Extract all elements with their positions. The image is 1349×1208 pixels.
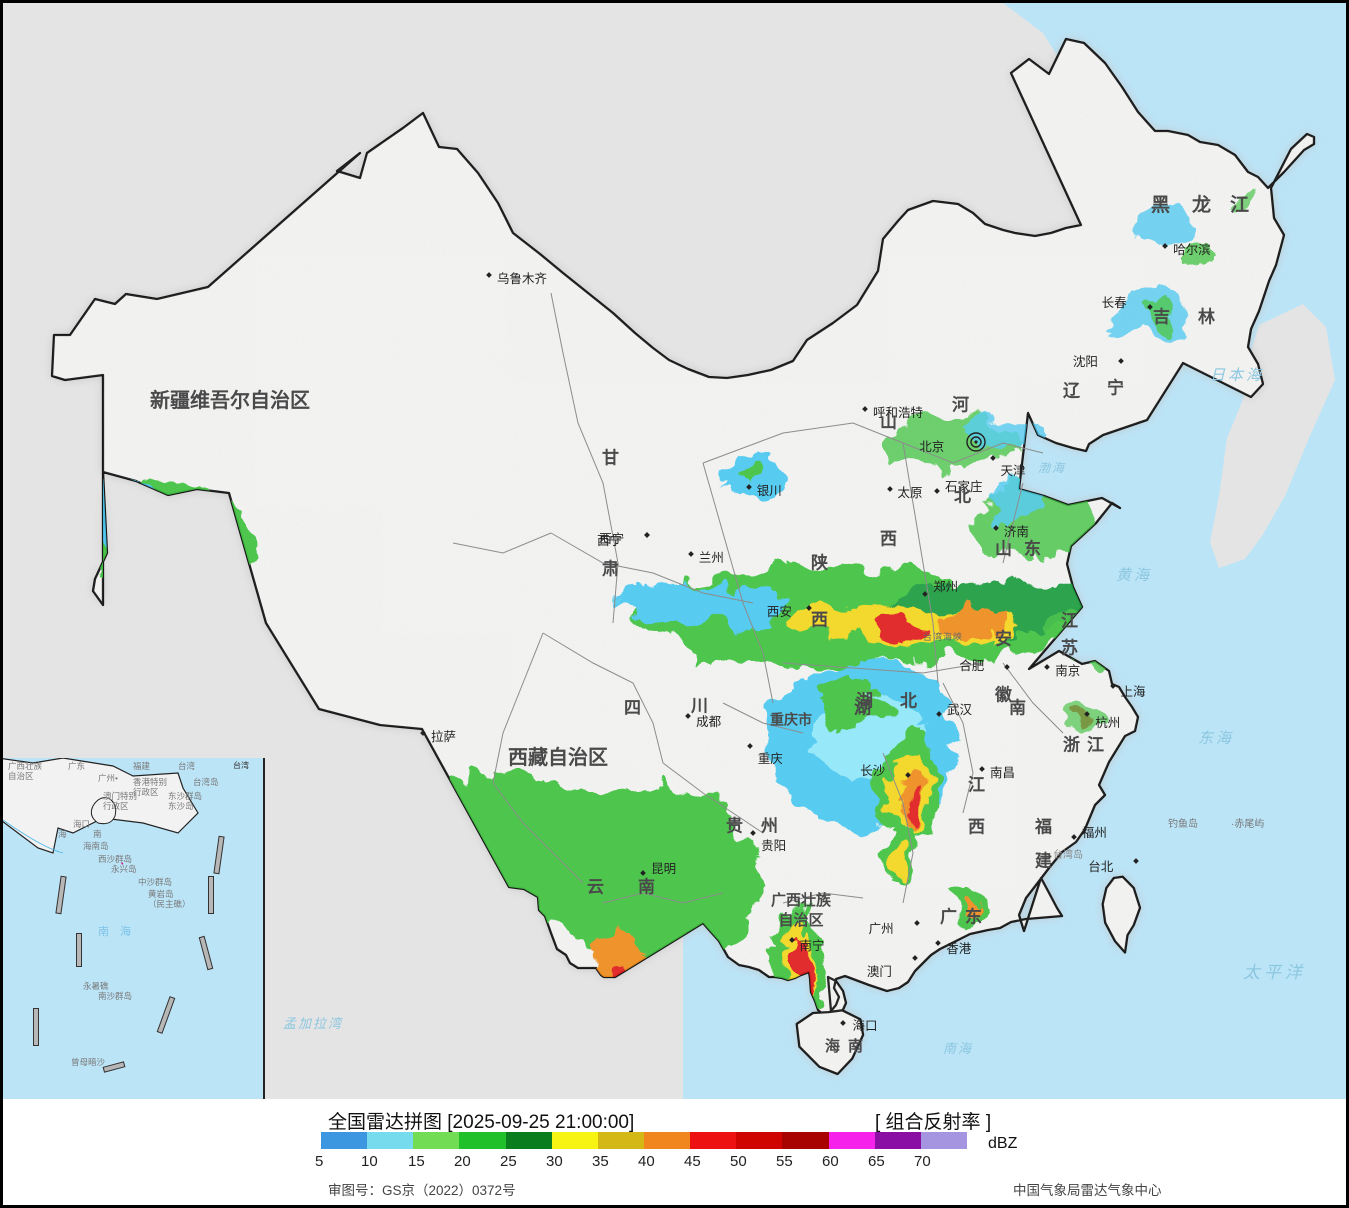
svg-text:渤海: 渤海 <box>1038 461 1066 475</box>
svg-text:·赤尾屿: ·赤尾屿 <box>1231 818 1264 830</box>
svg-text:东海: 东海 <box>1198 730 1234 747</box>
svg-text:太平洋: 太平洋 <box>1243 963 1306 982</box>
svg-text:钓鱼岛: 钓鱼岛 <box>1168 817 1198 830</box>
svg-text:台湾: 台湾 <box>233 760 249 770</box>
svg-text:台湾海峡: 台湾海峡 <box>923 631 963 642</box>
svg-text:南海: 南海 <box>943 1041 973 1056</box>
svg-text:黄海: 黄海 <box>1116 567 1152 584</box>
svg-text:台湾岛: 台湾岛 <box>1053 848 1083 861</box>
svg-text:日本海: 日本海 <box>1210 367 1264 384</box>
svg-text:孟加拉湾: 孟加拉湾 <box>283 1016 343 1031</box>
